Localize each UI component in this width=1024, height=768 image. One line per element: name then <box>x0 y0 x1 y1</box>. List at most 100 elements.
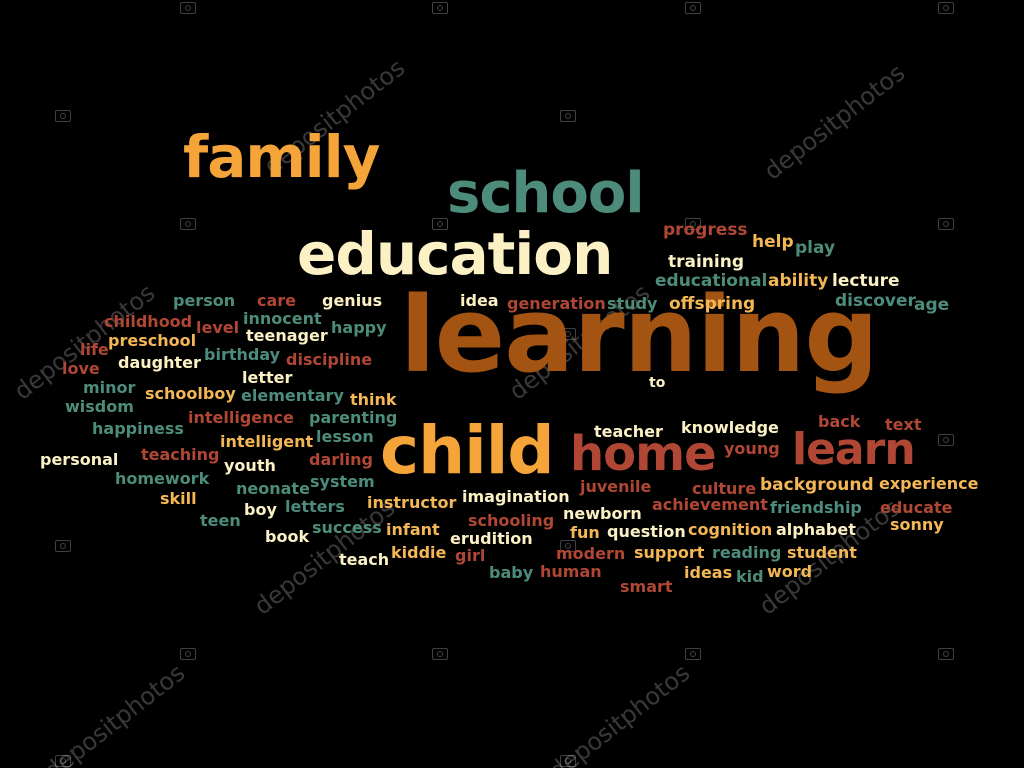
camera-icon <box>180 2 196 14</box>
word-wisdom: wisdom <box>65 397 134 416</box>
word-letters: letters <box>285 497 345 516</box>
word-friendship: friendship <box>770 498 862 517</box>
word-innocent: innocent <box>243 309 322 328</box>
word-juvenile: juvenile <box>580 477 652 496</box>
word-homework: homework <box>115 469 210 488</box>
word-girl: girl <box>455 546 486 565</box>
camera-icon <box>180 648 196 660</box>
word-reading: reading <box>712 543 782 562</box>
camera-icon <box>55 540 71 552</box>
word-instructor: instructor <box>367 493 457 512</box>
camera-icon <box>685 648 701 660</box>
word-minor: minor <box>83 378 136 397</box>
word-sonny: sonny <box>890 515 944 534</box>
word-achievement: achievement <box>652 495 768 514</box>
word-birthday: birthday <box>204 345 281 364</box>
camera-icon <box>938 648 954 660</box>
word-happy: happy <box>331 318 387 337</box>
camera-icon <box>432 2 448 14</box>
camera-icon <box>432 218 448 230</box>
word-teen: teen <box>200 511 241 530</box>
word-culture: culture <box>692 479 757 498</box>
word-young: young <box>724 439 780 458</box>
word-background: background <box>760 475 874 495</box>
camera-icon <box>560 328 576 340</box>
word-schoolboy: schoolboy <box>145 384 236 403</box>
word-success: success <box>312 518 382 537</box>
word-learning: learning <box>400 274 879 396</box>
word-lecture: lecture <box>832 271 900 291</box>
word-generation: generation <box>507 294 606 313</box>
word-family: family <box>183 123 380 191</box>
word-discipline: discipline <box>286 350 373 369</box>
word-genius: genius <box>322 291 383 310</box>
word-youth: youth <box>224 456 276 475</box>
word-preschool: preschool <box>108 331 197 350</box>
word-boy: boy <box>244 500 277 519</box>
word-word: word <box>767 562 813 581</box>
word-home: home <box>570 426 717 482</box>
camera-icon <box>180 218 196 230</box>
word-letter: letter <box>242 368 293 387</box>
word-education: education <box>297 220 613 288</box>
camera-icon <box>938 434 954 446</box>
word-idea: idea <box>460 291 499 310</box>
word-experience: experience <box>879 474 979 493</box>
word-learn: learn <box>792 424 916 475</box>
word-schooling: schooling <box>468 511 555 530</box>
word-progress: progress <box>663 220 748 240</box>
word-play: play <box>795 238 836 258</box>
camera-icon <box>560 755 576 767</box>
word-darling: darling <box>309 450 373 469</box>
word-system: system <box>310 472 375 491</box>
word-happiness: happiness <box>92 419 184 438</box>
word-personal: personal <box>40 450 119 469</box>
word-neonate: neonate <box>236 479 310 498</box>
word-imagination: imagination <box>462 487 570 506</box>
word-child: child <box>380 412 555 489</box>
word-knowledge: knowledge <box>681 418 779 437</box>
word-teacher: teacher <box>594 422 663 441</box>
word-help: help <box>752 232 794 252</box>
word-newborn: newborn <box>563 504 642 523</box>
word-cognition: cognition <box>688 520 773 539</box>
word-kiddie: kiddie <box>391 543 447 562</box>
word-intelligent: intelligent <box>220 432 314 451</box>
word-fun: fun <box>570 523 600 542</box>
word-think: think <box>350 390 397 409</box>
word-kid: kid <box>736 567 764 586</box>
camera-icon <box>685 2 701 14</box>
camera-icon <box>560 110 576 122</box>
word-person: person <box>173 291 236 310</box>
word-text: text <box>885 415 922 434</box>
word-smart: smart <box>620 577 673 596</box>
word-lesson: lesson <box>316 427 374 446</box>
word-back: back <box>818 412 861 431</box>
word-alphabet: alphabet <box>776 520 856 539</box>
word-daughter: daughter <box>118 353 201 372</box>
camera-icon <box>55 755 71 767</box>
word-discover: discover <box>835 291 916 311</box>
watermark-text: depositphotos <box>543 658 696 768</box>
word-level: level <box>196 318 240 337</box>
watermark-text: depositphotos <box>38 658 191 768</box>
word-love: love <box>62 359 100 378</box>
word-school: school <box>447 161 645 226</box>
word-erudition: erudition <box>450 529 533 548</box>
word-age: age <box>914 295 950 315</box>
word-training: training <box>668 252 745 272</box>
camera-icon <box>938 2 954 14</box>
camera-icon <box>685 218 701 230</box>
word-teenager: teenager <box>246 326 328 345</box>
word-student: student <box>787 543 857 562</box>
camera-icon <box>938 218 954 230</box>
word-offspring: offspring <box>669 294 756 314</box>
word-teach: teach <box>339 550 390 569</box>
word-baby: baby <box>489 563 534 582</box>
word-life: life <box>80 340 109 359</box>
word-educate: educate <box>880 498 953 517</box>
word-teaching: teaching <box>141 445 220 464</box>
word-support: support <box>634 543 705 562</box>
word-elementary: elementary <box>241 386 344 405</box>
word-modern: modern <box>556 544 626 563</box>
